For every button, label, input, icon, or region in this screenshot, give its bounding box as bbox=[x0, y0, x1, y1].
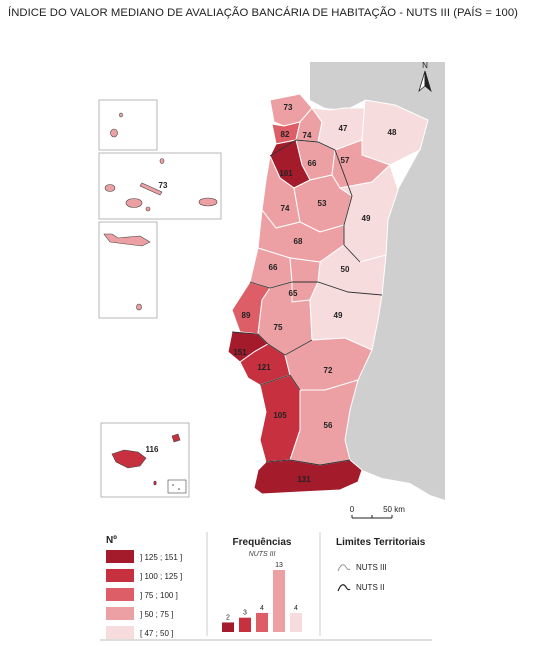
azores-islands[interactable] bbox=[103, 112, 218, 311]
territorial-limits: Limites Territoriais NUTS III NUTS II bbox=[336, 537, 426, 592]
region-baixo-alentejo[interactable] bbox=[289, 379, 359, 466]
label-douro: 57 bbox=[341, 156, 350, 165]
spain-land bbox=[310, 62, 445, 500]
label-medio-tejo: 65 bbox=[289, 289, 298, 298]
label-cavado: 82 bbox=[281, 130, 290, 139]
legend-class-3: ] 75 ; 100 ] bbox=[140, 591, 178, 600]
azores-inset: 73 bbox=[98, 99, 222, 319]
scale-zero: 0 bbox=[350, 505, 355, 514]
madeira-islands[interactable] bbox=[111, 433, 181, 486]
svg-text:N: N bbox=[422, 61, 428, 70]
label-acores: 73 bbox=[159, 181, 168, 190]
frequency-bar-label: 3 bbox=[243, 610, 247, 617]
nuts3-line-icon bbox=[337, 564, 351, 572]
legend-class-4: ] 50 ; 75 ] bbox=[140, 610, 173, 619]
scale-fifty: 50 km bbox=[383, 505, 405, 514]
label-alentejo-central: 72 bbox=[324, 366, 333, 375]
label-peninsula-setubal: 121 bbox=[257, 363, 271, 372]
frequency-subtitle: NUTS III bbox=[249, 551, 276, 558]
legend-swatch-1 bbox=[106, 550, 134, 563]
label-alentejo-litoral: 105 bbox=[273, 411, 287, 420]
frequency-chart: Frequências NUTS III 2 3 4 13 4 bbox=[222, 537, 302, 632]
frequency-bar bbox=[222, 622, 234, 632]
label-ave: 74 bbox=[303, 131, 312, 140]
label-beiras-serra-estrela: 49 bbox=[362, 214, 371, 223]
north-arrow-icon: N bbox=[418, 61, 432, 93]
nuts2-borders bbox=[231, 139, 383, 466]
label-algarve: 131 bbox=[297, 475, 311, 484]
label-baixo-alentejo: 56 bbox=[324, 421, 333, 430]
label-area-metropolitana-lisboa: 151 bbox=[233, 348, 247, 357]
frequency-title: Frequências bbox=[233, 537, 292, 548]
label-tamega: 66 bbox=[308, 159, 317, 168]
label-area-metropolitana-porto: 101 bbox=[279, 169, 293, 178]
label-terras-de-tras-os-montes: 48 bbox=[388, 128, 397, 137]
frequency-bar bbox=[290, 612, 302, 632]
region-labels: 73 82 74 47 48 66 57 101 74 53 49 68 66 … bbox=[233, 103, 397, 484]
label-viseu-dao-lafoes: 53 bbox=[318, 199, 327, 208]
map-title: ÍNDICE DO VALOR MEDIANO DE AVALIAÇÃO BAN… bbox=[8, 7, 518, 19]
label-minho-lima: 73 bbox=[284, 103, 293, 112]
frequency-bar bbox=[273, 570, 285, 632]
legend-class-2: ] 100 ; 125 ] bbox=[140, 572, 182, 581]
label-coimbra: 68 bbox=[294, 237, 303, 246]
limits-title: Limites Territoriais bbox=[336, 537, 426, 548]
frequency-bar bbox=[256, 612, 268, 632]
frequency-bar-label: 13 bbox=[275, 562, 283, 569]
label-beira-baixa: 50 bbox=[341, 265, 350, 274]
scale-bar: 0 50 km bbox=[350, 505, 405, 519]
label-oeste: 89 bbox=[242, 311, 251, 320]
nuts2-line-icon bbox=[337, 584, 351, 592]
frequency-bar-label: 4 bbox=[294, 605, 298, 612]
legend-title: Nº bbox=[106, 535, 117, 546]
limits-nuts2: NUTS II bbox=[356, 583, 384, 592]
label-leiria: 66 bbox=[269, 263, 278, 272]
legend: Nº ] 125 ; 151 ] ] 100 ; 125 ] ] 75 ; 10… bbox=[106, 535, 182, 639]
legend-swatch-2 bbox=[106, 569, 134, 582]
legend-class-1: ] 125 ; 151 ] bbox=[140, 553, 182, 562]
frequency-bar-label: 2 bbox=[226, 614, 230, 621]
label-aveiro: 74 bbox=[281, 204, 290, 213]
legend-swatch-3 bbox=[106, 588, 134, 601]
frequency-bar-label: 4 bbox=[260, 605, 264, 612]
label-madeira: 116 bbox=[146, 445, 159, 454]
legend-class-5: [ 47 ; 50 ] bbox=[140, 629, 173, 638]
limits-nuts3: NUTS III bbox=[356, 563, 387, 572]
legend-swatch-5 bbox=[106, 626, 134, 639]
label-alto-alentejo: 49 bbox=[334, 311, 343, 320]
frequency-bar bbox=[239, 617, 251, 632]
legend-swatch-4 bbox=[106, 607, 134, 620]
label-leziria-tejo: 75 bbox=[274, 323, 283, 332]
label-alto-tras-os-montes: 47 bbox=[339, 124, 348, 133]
madeira-inset: 116 bbox=[100, 422, 190, 498]
